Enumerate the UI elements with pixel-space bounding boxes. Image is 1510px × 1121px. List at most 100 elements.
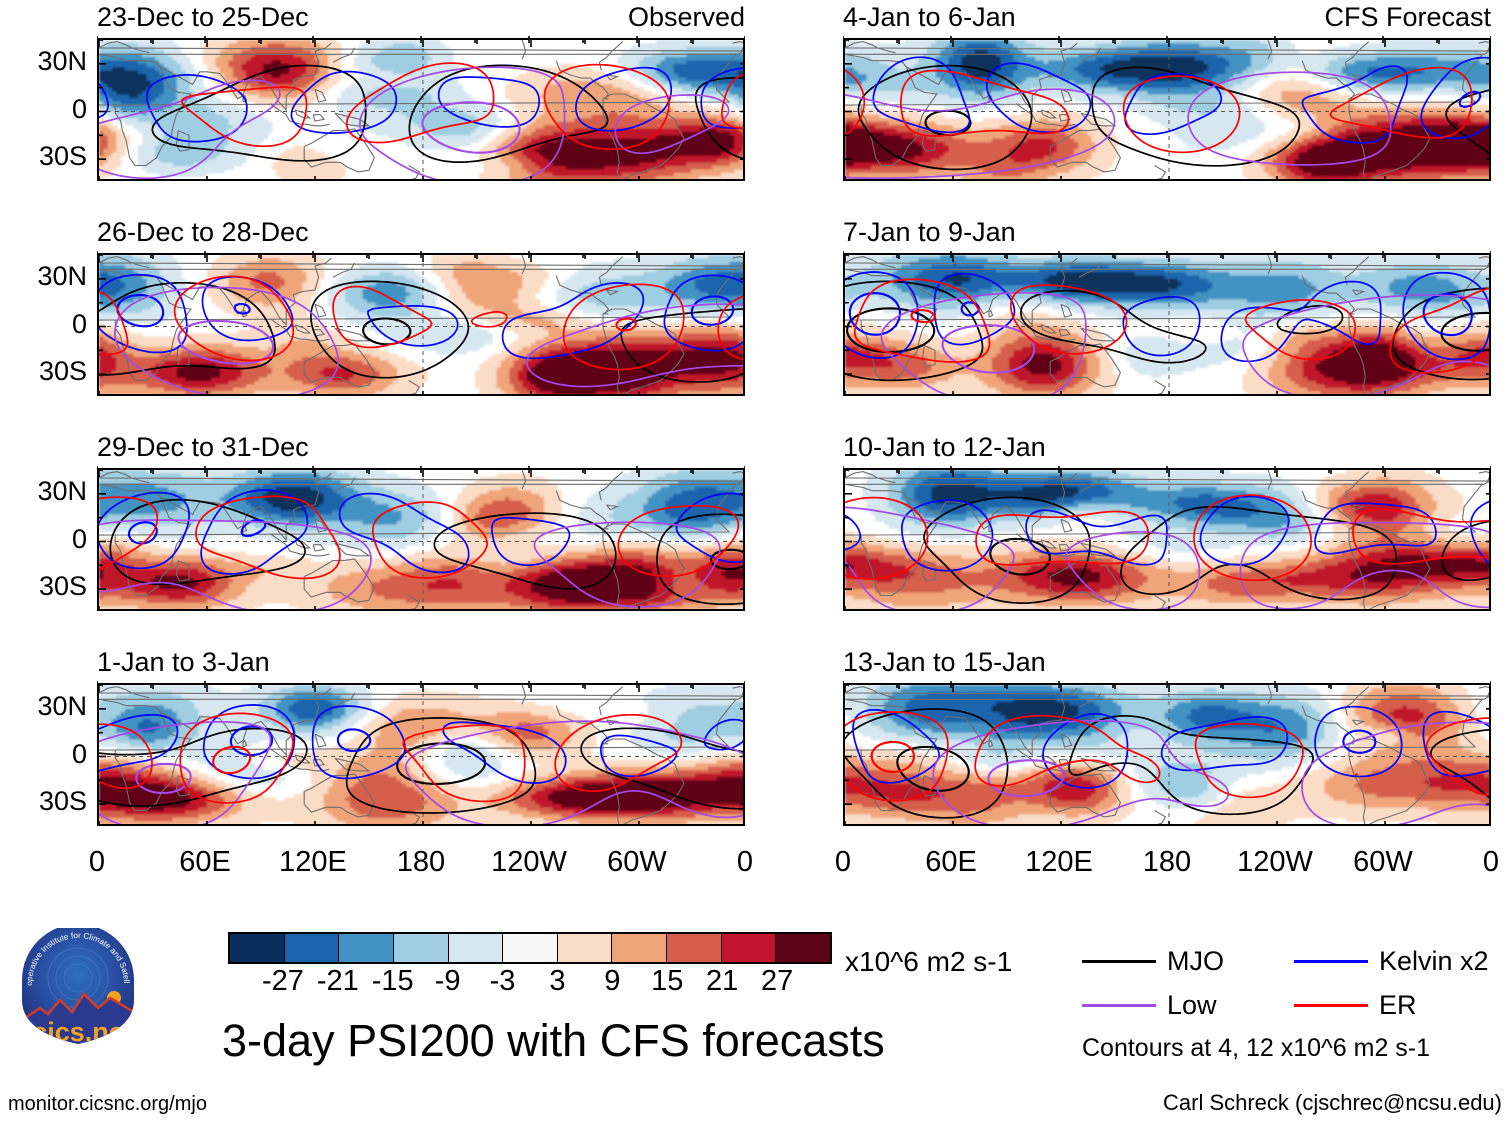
legend-line-swatch [1294, 960, 1368, 963]
legend-label: MJO [1167, 948, 1224, 975]
contour-er [845, 711, 1489, 802]
panel-top-ticks [96, 30, 746, 43]
contour-mjo [99, 717, 743, 814]
panel-top-ticks [96, 460, 746, 473]
panel-top-ticks [96, 675, 746, 688]
y-axis-tick-label: 30N [7, 262, 87, 290]
legend-item-mjo: MJO [1082, 948, 1224, 975]
panel-2: 26-Dec to 28-Dec [96, 219, 746, 396]
panel-top-ticks [96, 245, 746, 258]
contour-er [99, 495, 740, 580]
colorbar-swatch-4 [448, 934, 504, 962]
x-axis-tick-label: 60W [582, 848, 692, 877]
coastline-layer [99, 40, 743, 179]
contour-kelvin-x2 [845, 271, 1489, 363]
plot-ticks [845, 685, 1489, 824]
colorbar-tick-label: 15 [651, 966, 683, 996]
contour-low [99, 519, 721, 609]
panel-title: 7-Jan to 9-Jan [843, 219, 1016, 246]
contour-kelvin-x2 [99, 273, 743, 360]
panel-5: 4-Jan to 6-Jan CFS Forecast [842, 4, 1492, 181]
contour-note: Contours at 4, 12 x10^6 m2 s-1 [1082, 1036, 1430, 1061]
colorbar-swatch-7 [612, 934, 668, 962]
page-title: 3-day PSI200 with CFS forecasts [222, 1018, 885, 1063]
contour-er [853, 278, 1489, 374]
y-axis-tick-label: 0 [7, 310, 87, 338]
x-axis-tick-label: 120W [1220, 848, 1330, 877]
colorbar-swatch-6 [557, 934, 613, 962]
contour-er [845, 494, 1489, 582]
contour-low [932, 719, 1489, 824]
panel-top-ticks [842, 675, 1492, 688]
panel-plot-area [843, 38, 1491, 181]
colorbar-tick-label: -21 [317, 966, 359, 996]
panel-title: 13-Jan to 15-Jan [843, 649, 1046, 676]
plot-ticks [99, 470, 743, 609]
panel-title: 4-Jan to 6-Jan [843, 4, 1016, 31]
y-axis-tick-label: 30N [7, 477, 87, 505]
colorbar-tick-label: 21 [706, 966, 738, 996]
legend-line-swatch [1082, 1004, 1156, 1007]
legend-line-swatch [1294, 1004, 1368, 1007]
panel-plot-area [843, 468, 1491, 611]
y-axis-tick-label: 0 [7, 525, 87, 553]
colorbar-swatch-1 [284, 934, 340, 962]
y-axis-tick-label: 0 [7, 95, 87, 123]
x-axis-tick-label: 60E [150, 848, 260, 877]
contour-low [880, 291, 1489, 394]
plot-ticks [99, 255, 743, 394]
y-axis-tick-label: 30S [7, 358, 87, 385]
panel-plot-area [97, 253, 745, 396]
plot-ticks [99, 40, 743, 179]
y-axis-tick-label: 30N [7, 47, 87, 75]
author-credit: Carl Schreck (cjschrec@ncsu.edu) [1163, 1092, 1502, 1114]
colorbar-swatch-2 [339, 934, 394, 962]
contour-er [99, 275, 743, 371]
colorbar-swatch-3 [393, 934, 449, 962]
y-axis-tick-label: 30N [7, 692, 87, 720]
y-axis-tick-label: 0 [7, 740, 87, 768]
shading-layer [99, 255, 743, 394]
x-axis-tick-label: 180 [1112, 848, 1222, 877]
shading-layer [99, 470, 743, 609]
contour-mjo [151, 64, 743, 163]
footer-url: monitor.cicsnc.org/mjo [8, 1094, 207, 1114]
legend-item-kelvin-x2: Kelvin x2 [1294, 948, 1489, 975]
panel-plot-area [843, 253, 1491, 396]
panel-title: 23-Dec to 25-Dec [97, 4, 309, 31]
contour-kelvin-x2 [99, 489, 743, 575]
plot-ticks [99, 685, 743, 824]
colorbar-units: x10^6 m2 s-1 [845, 948, 1012, 976]
contour-er [99, 712, 683, 804]
x-axis-tick-label: 60W [1328, 848, 1438, 877]
contour-mjo [923, 496, 1489, 604]
legend-label: ER [1379, 992, 1417, 1019]
panel-title: 29-Dec to 31-Dec [97, 434, 309, 461]
contour-er [181, 62, 743, 151]
colorbar-swatch-10 [776, 934, 831, 962]
plot-ticks [845, 470, 1489, 609]
x-axis-tick-label: 120E [1004, 848, 1114, 877]
panel-corner-label: Observed [628, 4, 745, 31]
coastline-layer [845, 685, 1489, 824]
legend-label: Kelvin x2 [1379, 948, 1489, 975]
plot-ticks [845, 255, 1489, 394]
panel-plot-area [97, 683, 745, 826]
colorbar-swatch-5 [503, 934, 558, 962]
legend-item-low: Low [1082, 992, 1217, 1019]
x-axis-tick-label: 0 [690, 848, 800, 877]
contour-kelvin-x2 [852, 705, 1489, 789]
y-axis-tick-label: 30S [7, 788, 87, 815]
coastline-layer [99, 255, 743, 394]
contour-low [99, 66, 730, 179]
shading-layer [99, 685, 743, 824]
panel-title: 10-Jan to 12-Jan [843, 434, 1046, 461]
colorbar-tick-label: 9 [604, 966, 620, 996]
x-axis-tick-label: 0 [42, 848, 152, 877]
contour-low [845, 71, 1392, 179]
cics-nc-logo: cics.nc Cooperative Institute for Climat… [14, 928, 134, 1044]
legend-label: Low [1167, 992, 1217, 1019]
panel-top-ticks [842, 460, 1492, 473]
panel-top-ticks [842, 245, 1492, 258]
